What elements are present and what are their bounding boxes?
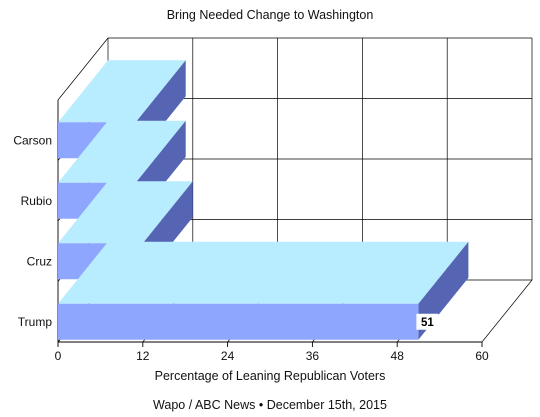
x-tick-label: 36 [306, 349, 320, 363]
x-tick-label: 24 [221, 349, 235, 363]
category-label-cruz: Cruz [27, 254, 52, 268]
x-tick-label: 48 [391, 349, 405, 363]
x-tick-label: 0 [55, 349, 62, 363]
category-label-carson: Carson [13, 133, 52, 147]
chart-title: Bring Needed Change to Washington [166, 8, 374, 22]
x-tick-label: 12 [136, 349, 150, 363]
gridline-floor [481, 279, 533, 343]
chart-source: Wapo / ABC News • December 15th, 2015 [153, 398, 387, 412]
category-label-trump: Trump [18, 315, 53, 329]
x-tick-label: 60 [475, 349, 489, 363]
category-label-rubio: Rubio [21, 194, 53, 208]
bar-top-trump [58, 241, 469, 304]
data-label-box [416, 313, 439, 330]
bar-trump [58, 303, 419, 340]
bar-top-rubio [58, 120, 186, 183]
data-label-trump: 51 [421, 317, 434, 329]
bar-top-carson [58, 60, 186, 123]
x-axis-label: Percentage of Leaning Republican Voters [154, 369, 386, 383]
gridline-side [57, 37, 109, 101]
bar-top-cruz [58, 181, 193, 244]
